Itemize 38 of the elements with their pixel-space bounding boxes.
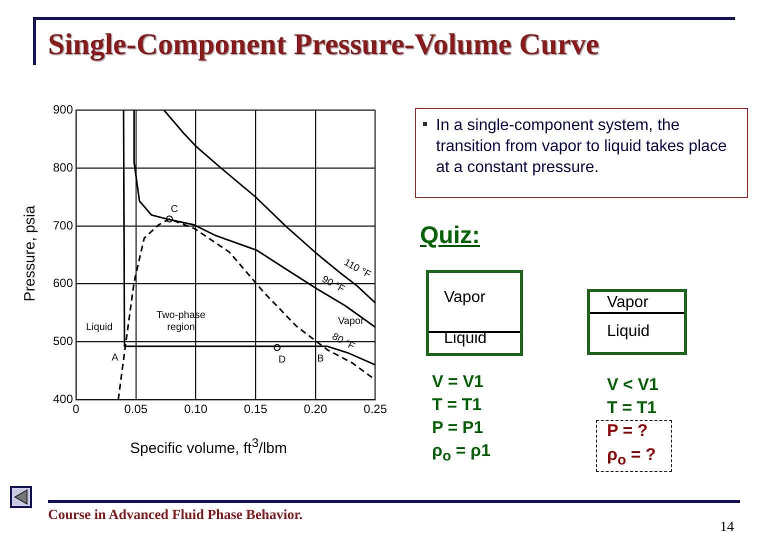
text: Liquid bbox=[607, 323, 650, 341]
text: 80 °F bbox=[330, 331, 356, 352]
text: T = T1 bbox=[432, 394, 482, 416]
chart-title: Single-Component Pressure-Volume Curve bbox=[48, 28, 600, 62]
y-tick-label: 700 bbox=[52, 218, 74, 232]
y-tick-label: 600 bbox=[52, 276, 74, 290]
text: T = T1 bbox=[607, 397, 657, 419]
annotation: Liquid bbox=[86, 322, 113, 333]
text: P = P1 bbox=[432, 417, 484, 439]
text: V < V1 bbox=[607, 374, 659, 396]
x-tick-label: 0.10 bbox=[184, 402, 208, 416]
x-tick-label: 0.20 bbox=[304, 402, 328, 416]
annotation: D bbox=[278, 354, 286, 366]
text: Vapor bbox=[444, 289, 486, 307]
text: In a single-component system, the transition from vapor to liquid takes place at a constant pressure. bbox=[436, 117, 727, 176]
x-tick-label: 0.05 bbox=[124, 402, 148, 416]
y-tick-label: 400 bbox=[52, 392, 74, 406]
y-axis-title: Pressure, psia bbox=[22, 204, 38, 304]
text: Quiz: bbox=[420, 222, 480, 250]
y-tick-label: 800 bbox=[52, 160, 74, 174]
y-tick-label: 900 bbox=[52, 102, 74, 117]
text: V = V1 bbox=[432, 371, 484, 393]
x-tick-label: 0.15 bbox=[244, 402, 268, 416]
text: Course in Advanced Fluid Phase Behavior. bbox=[48, 508, 303, 524]
text: ρ$_{o}$ = ρ1 bbox=[432, 440, 491, 466]
x-tick-label: 0 bbox=[72, 402, 80, 416]
text: Liquid bbox=[444, 330, 487, 348]
text: 14 bbox=[720, 520, 734, 536]
annotation: C bbox=[170, 204, 178, 216]
text: ρ$_{o}$ = ? bbox=[607, 444, 656, 470]
text: P = ? bbox=[607, 420, 648, 442]
y-tick-label: 500 bbox=[52, 334, 74, 348]
annotation: B bbox=[317, 353, 324, 364]
annotation: Vapor bbox=[338, 316, 364, 327]
x-tick-label: 0.25 bbox=[364, 402, 388, 416]
x-axis-title: Specific volume, ft$^{3}$/lbm bbox=[130, 436, 288, 457]
text: Vapor bbox=[607, 294, 649, 312]
annotation: A bbox=[112, 352, 119, 364]
